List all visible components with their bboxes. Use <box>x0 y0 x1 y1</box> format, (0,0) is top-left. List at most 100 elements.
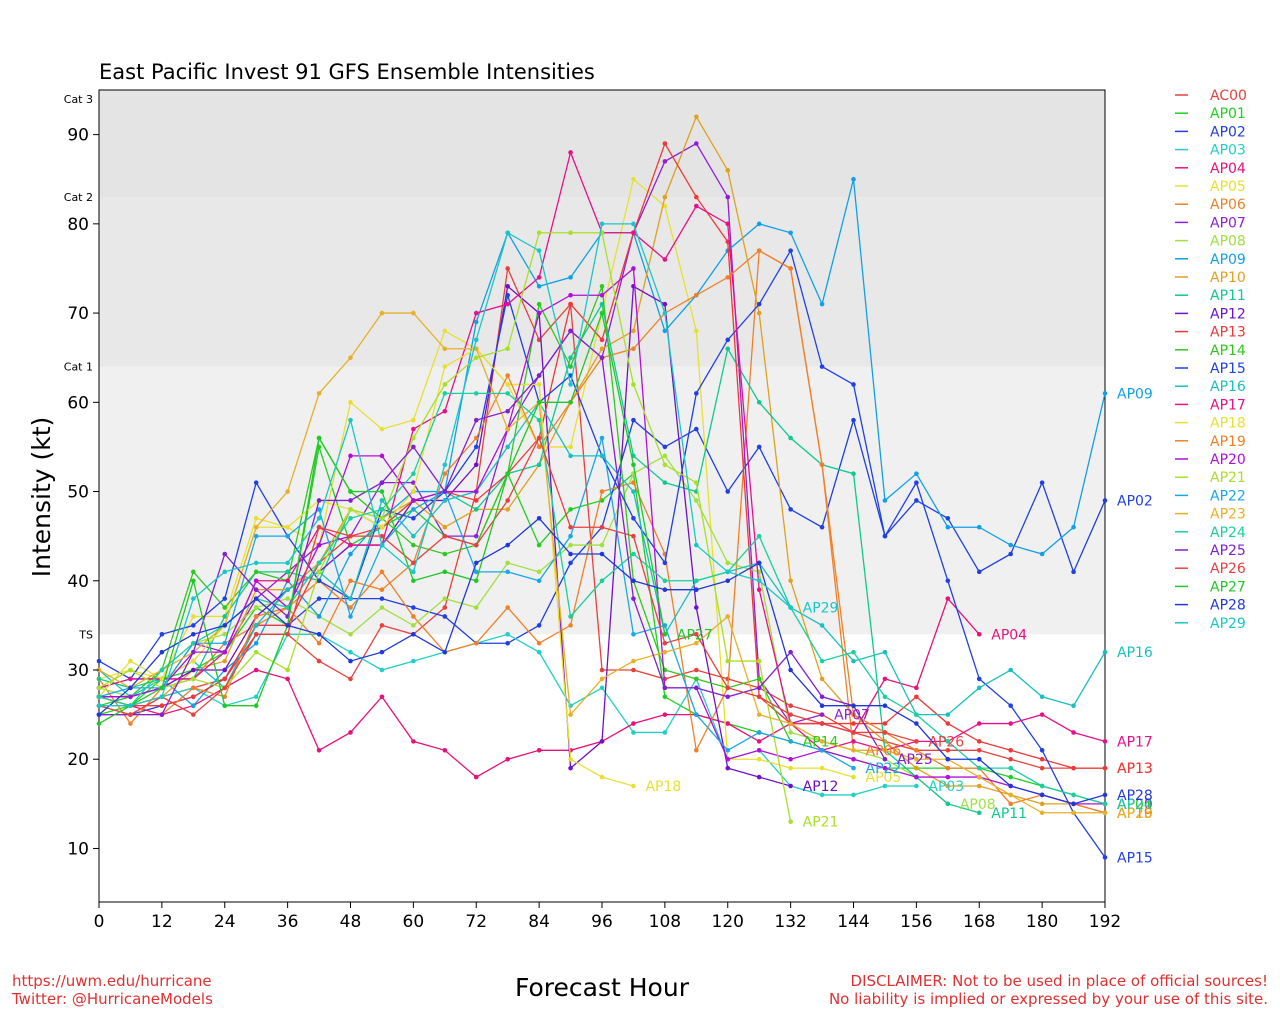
data-point <box>473 640 479 646</box>
data-point <box>976 569 982 575</box>
data-point <box>253 533 259 539</box>
data-point <box>536 417 542 423</box>
data-point <box>505 444 510 450</box>
data-point <box>128 685 133 691</box>
data-point <box>599 284 605 289</box>
data-point <box>568 150 573 155</box>
legend-item-AP16: AP16 <box>1210 379 1246 395</box>
data-point <box>222 605 228 610</box>
website-link[interactable]: https://uwm.edu/hurricane <box>12 972 212 990</box>
data-point <box>159 694 165 700</box>
data-point <box>599 221 605 227</box>
data-point <box>976 685 982 691</box>
data-point <box>473 417 479 423</box>
data-point <box>253 524 259 530</box>
data-point <box>96 685 102 691</box>
data-point <box>1008 667 1013 673</box>
data-point <box>411 516 416 521</box>
data-point <box>411 632 416 637</box>
end-label-AP14: AP14 <box>803 734 839 750</box>
data-point <box>536 435 542 441</box>
data-point <box>222 614 228 619</box>
data-point <box>851 703 856 708</box>
data-point <box>316 435 322 441</box>
data-point <box>788 667 793 673</box>
end-label-AP17: AP17 <box>1117 734 1153 750</box>
data-point <box>128 694 133 700</box>
data-point <box>316 542 322 548</box>
data-point <box>568 560 573 566</box>
data-point <box>411 739 416 744</box>
data-point <box>348 417 353 423</box>
data-point <box>914 498 919 503</box>
data-point <box>756 730 762 735</box>
data-point <box>379 489 385 494</box>
data-point <box>505 542 510 548</box>
data-point <box>882 756 888 762</box>
data-point <box>882 676 888 682</box>
data-point <box>788 605 793 610</box>
data-point <box>725 578 731 584</box>
data-point <box>819 739 825 744</box>
data-point <box>568 756 573 762</box>
data-point <box>725 748 731 753</box>
data-point <box>442 614 448 619</box>
data-point <box>253 560 259 566</box>
data-point <box>694 114 699 120</box>
data-point <box>1039 480 1045 485</box>
data-point <box>379 649 385 655</box>
data-point <box>505 605 510 610</box>
data-point <box>473 605 479 610</box>
data-point <box>882 783 888 789</box>
data-point <box>725 194 731 200</box>
data-point <box>285 533 290 539</box>
data-point <box>348 649 353 655</box>
data-point <box>662 640 668 646</box>
legend-item-AP22: AP22 <box>1210 488 1246 504</box>
data-point <box>411 417 416 423</box>
end-label-AP07: AP07 <box>834 708 870 724</box>
data-point <box>945 524 951 530</box>
legend-item-AP04: AP04 <box>1210 161 1246 177</box>
data-point <box>756 685 762 691</box>
data-point <box>536 462 542 468</box>
data-point <box>568 292 573 298</box>
data-point <box>253 703 259 708</box>
data-point <box>379 542 385 548</box>
data-point <box>788 765 793 771</box>
data-point <box>411 569 416 575</box>
data-point <box>411 614 416 619</box>
data-point <box>694 640 699 646</box>
data-point <box>1102 498 1108 503</box>
data-point <box>788 649 793 655</box>
data-point <box>505 391 510 396</box>
data-point <box>1008 756 1013 762</box>
data-point <box>756 248 762 253</box>
data-point <box>348 596 353 601</box>
data-point <box>851 756 856 762</box>
data-point <box>505 507 510 512</box>
data-point <box>505 408 510 414</box>
data-point <box>694 587 699 592</box>
data-point <box>914 712 919 717</box>
legend-item-AP08: AP08 <box>1210 234 1246 250</box>
data-point <box>945 748 951 753</box>
legend-item-AP05: AP05 <box>1210 179 1246 195</box>
category-label: TS <box>78 628 93 641</box>
legend-item-AP10: AP10 <box>1210 270 1246 286</box>
data-point <box>253 614 259 619</box>
data-point <box>819 765 825 771</box>
twitter-handle[interactable]: Twitter: @HurricaneModels <box>12 990 213 1008</box>
data-point <box>788 730 793 735</box>
data-point <box>599 498 605 503</box>
data-point <box>694 676 699 682</box>
data-point <box>819 364 825 369</box>
data-point <box>222 694 228 700</box>
data-point <box>631 346 636 352</box>
data-point <box>756 756 762 762</box>
data-point <box>222 569 228 575</box>
data-point <box>976 765 982 771</box>
data-point <box>882 498 888 503</box>
data-point <box>411 310 416 316</box>
data-point <box>411 471 416 476</box>
